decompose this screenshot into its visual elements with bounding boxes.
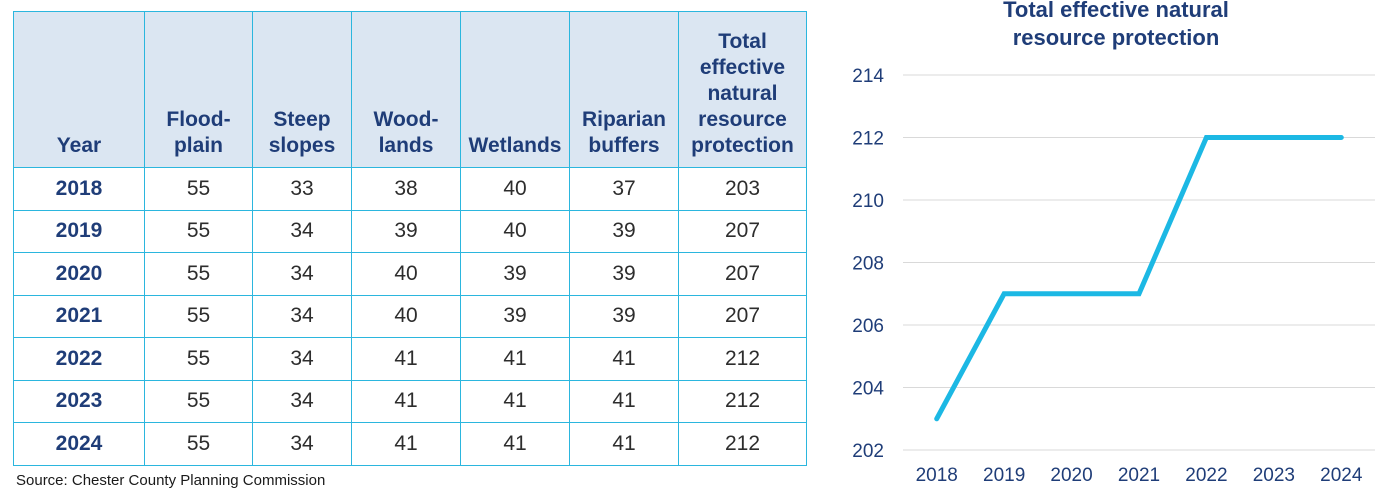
series-line — [934, 135, 1344, 422]
value-cell: 212 — [678, 422, 807, 466]
gridlines — [903, 74, 1375, 451]
value-cell: 41 — [569, 422, 679, 466]
value-cell: 40 — [460, 209, 570, 253]
column-header: Steep slopes — [252, 11, 352, 168]
value-cell: 212 — [678, 379, 807, 423]
column-header: Total effective natural resource protection — [678, 11, 807, 168]
column-header: Riparian buffers — [569, 11, 679, 168]
value-cell: 39 — [569, 209, 679, 253]
value-cell: 41 — [351, 422, 461, 466]
table-row: 2023 55 34 41 41 41 212 — [13, 379, 807, 423]
data-table: Year Flood-plain Steep slopes Wood-lands Wetl… — [13, 11, 807, 466]
value-cell: 41 — [460, 379, 570, 423]
x-tick-label: 2022 — [1185, 465, 1227, 486]
value-cell: 34 — [252, 252, 352, 296]
value-cell: 55 — [144, 167, 253, 211]
y-tick-label: 208 — [852, 254, 884, 275]
value-cell: 41 — [569, 337, 679, 381]
value-cell: 39 — [460, 252, 570, 296]
x-tick-label: 2023 — [1253, 465, 1295, 486]
y-axis-ticks: 202 204 206 208 210 212 214 — [852, 66, 884, 462]
value-cell: 39 — [351, 209, 461, 253]
value-cell: 34 — [252, 209, 352, 253]
value-cell: 34 — [252, 379, 352, 423]
value-cell: 39 — [569, 294, 679, 338]
table-row: 2024 55 34 41 41 41 212 — [13, 422, 807, 466]
value-cell: 34 — [252, 337, 352, 381]
x-tick-label: 2020 — [1050, 465, 1092, 486]
chart-title-line-1: Total effective natural — [1003, 0, 1229, 22]
value-cell: 55 — [144, 294, 253, 338]
value-cell: 37 — [569, 167, 679, 211]
value-cell: 55 — [144, 209, 253, 253]
x-tick-label: 2024 — [1320, 465, 1363, 486]
value-cell: 55 — [144, 422, 253, 466]
table-row: 2018 55 33 38 40 37 203 — [13, 167, 807, 211]
y-tick-label: 202 — [852, 441, 884, 462]
header-row: Year Flood-plain Steep slopes Wood-lands Wetl… — [13, 11, 807, 168]
year-cell: 2021 — [13, 294, 145, 338]
table-body: 2018 55 33 38 40 37 203 2019 55 34 39 40 39 207 2020 55… — [13, 167, 807, 466]
year-cell: 2020 — [13, 252, 145, 296]
value-cell: 40 — [351, 294, 461, 338]
value-cell: 212 — [678, 337, 807, 381]
x-tick-label: 2019 — [983, 465, 1025, 486]
value-cell: 207 — [678, 294, 807, 338]
table-row: 2021 55 34 40 39 39 207 — [13, 294, 807, 338]
value-cell: 40 — [460, 167, 570, 211]
value-cell: 55 — [144, 252, 253, 296]
value-cell: 203 — [678, 167, 807, 211]
value-cell: 41 — [351, 337, 461, 381]
series-layer — [934, 135, 1344, 422]
x-tick-label: 2021 — [1118, 465, 1160, 486]
value-cell: 33 — [252, 167, 352, 211]
column-header: Wood-lands — [351, 11, 461, 168]
column-header: Wetlands — [460, 11, 570, 168]
x-axis-ticks: 2018 2019 2020 2021 2022 2023 2024 — [916, 465, 1363, 486]
y-tick-label: 210 — [852, 191, 884, 212]
y-tick-label: 204 — [852, 379, 884, 400]
value-cell: 40 — [351, 252, 461, 296]
year-cell: 2023 — [13, 379, 145, 423]
y-tick-label: 212 — [852, 129, 884, 150]
year-cell: 2022 — [13, 337, 145, 381]
value-cell: 34 — [252, 422, 352, 466]
chart-title-line-2: resource protection — [1013, 25, 1220, 50]
y-tick-label: 206 — [852, 316, 884, 337]
column-header: Year — [13, 11, 145, 168]
x-tick-label: 2018 — [916, 465, 958, 486]
source-note: Source: Chester County Planning Commissi… — [16, 472, 326, 489]
y-tick-label: 214 — [852, 66, 884, 87]
table-row: 2020 55 34 40 39 39 207 — [13, 252, 807, 296]
year-cell: 2018 — [13, 167, 145, 211]
value-cell: 207 — [678, 209, 807, 253]
year-cell: 2024 — [13, 422, 145, 466]
